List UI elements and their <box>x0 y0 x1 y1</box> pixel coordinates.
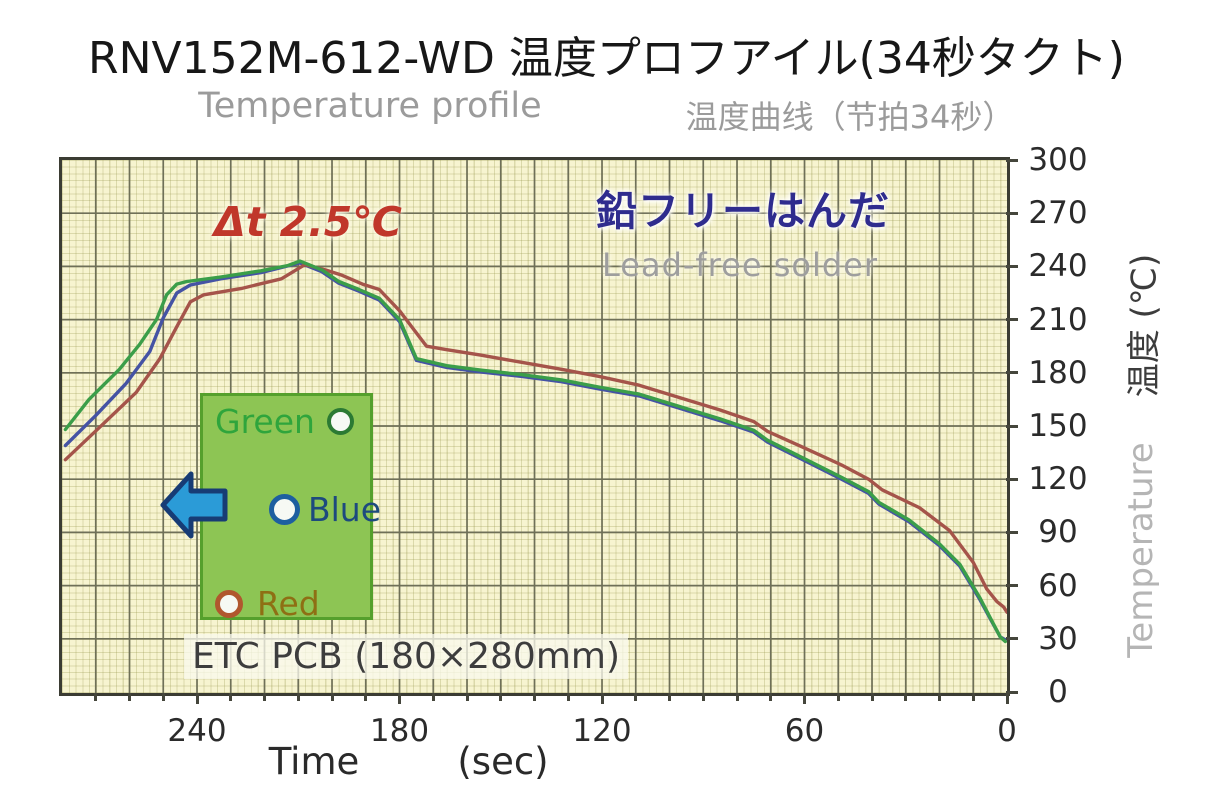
x-axis-tick <box>161 693 165 701</box>
x-axis-tick <box>296 693 300 701</box>
x-axis-tick <box>600 693 604 704</box>
subtitle-chinese: 温度曲线（节拍34秒） <box>685 98 1015 136</box>
y-axis-tick <box>1006 690 1018 694</box>
x-axis-tick-label: 60 <box>784 713 825 749</box>
y-axis-tick-label: 240 <box>1028 248 1088 285</box>
pcb-legend-box: Green Blue Red <box>200 393 381 623</box>
delta-t-annotation: Δt 2.5℃ <box>214 198 402 246</box>
red-temperature-curve <box>63 262 1007 614</box>
y-axis-tick-label: 90 <box>1038 514 1078 551</box>
x-axis-label-time: Time <box>268 740 360 783</box>
y-axis-tick <box>1006 637 1018 641</box>
legend-item-green: Green <box>215 402 354 441</box>
y-axis-tick <box>1006 318 1018 322</box>
blue-probe-point-icon <box>269 494 300 525</box>
y-axis-tick <box>1006 211 1018 215</box>
legend-label-green: Green <box>215 402 315 441</box>
pcb-size-caption: ETC PCB (180×280mm) <box>184 634 629 679</box>
legend-label-red: Red <box>257 584 320 623</box>
lead-free-solder-label-en: Lead-free solder <box>602 246 878 284</box>
y-axis-tick <box>1006 584 1018 588</box>
x-axis-tick <box>904 693 908 701</box>
x-axis-tick <box>938 693 941 701</box>
x-axis-tick <box>398 693 401 704</box>
x-axis-tick <box>803 693 806 704</box>
x-axis-tick-label: 180 <box>369 713 430 749</box>
y-axis-tick-label: 60 <box>1038 567 1078 604</box>
x-axis-tick <box>1005 693 1009 704</box>
y-axis-tick <box>1006 158 1018 162</box>
y-axis-label-en: Temperature <box>1121 442 1161 658</box>
x-axis-tick <box>128 693 131 701</box>
x-axis-tick <box>971 693 975 701</box>
legend-item-red: Red <box>215 584 320 623</box>
green-temperature-curve <box>63 259 1007 644</box>
legend-label-blue: Blue <box>308 490 382 529</box>
x-axis-tick-label: 0 <box>997 713 1017 749</box>
x-axis-unit-label: (sec) <box>457 740 549 783</box>
y-axis-tick <box>1006 477 1018 481</box>
x-axis-tick <box>465 693 469 701</box>
x-axis-tick <box>769 693 773 701</box>
page-title: RNV152M-612-WD 温度プロフアイル(34秒タクト) <box>88 33 1125 84</box>
x-axis-tick <box>499 693 503 701</box>
x-axis-tick <box>195 693 199 704</box>
x-axis-tick <box>870 693 874 701</box>
y-axis-tick <box>1006 264 1018 268</box>
y-axis-tick-label: 0 <box>1048 674 1068 710</box>
x-axis-tick <box>263 693 266 701</box>
y-axis-tick <box>1006 530 1018 534</box>
y-axis-tick-label: 180 <box>1028 354 1088 391</box>
x-axis-tick <box>431 693 435 701</box>
y-axis-tick-label: 210 <box>1028 301 1088 338</box>
x-axis-tick <box>566 693 570 701</box>
x-axis-tick <box>533 693 536 701</box>
x-axis-tick <box>836 693 840 701</box>
lead-free-solder-label-ja: 鉛フリーはんだ <box>596 187 890 235</box>
x-axis-tick <box>330 693 334 701</box>
x-axis-tick <box>364 693 368 701</box>
y-axis-tick-label: 150 <box>1028 408 1088 444</box>
red-probe-point-icon <box>215 589 243 618</box>
x-axis-tick <box>229 693 233 701</box>
y-axis-tick <box>1006 371 1018 375</box>
x-axis-tick <box>735 693 739 701</box>
y-axis-tick <box>1006 424 1018 428</box>
board-travel-direction-arrow-icon <box>160 471 228 539</box>
x-axis-tick-label: 240 <box>167 713 227 749</box>
temperature-profile-chart: Δt 2.5℃ 鉛フリーはんだ Lead-free solder Green B… <box>59 157 1010 696</box>
x-axis-tick <box>94 693 98 701</box>
x-axis-tick <box>668 693 671 701</box>
green-probe-point-icon <box>326 408 354 435</box>
y-axis-tick-label: 120 <box>1028 461 1088 498</box>
x-axis-tick <box>634 693 638 701</box>
y-axis-tick-label: 270 <box>1028 195 1088 232</box>
y-axis-tick-label: 30 <box>1038 620 1078 657</box>
x-axis-tick-label: 120 <box>572 713 632 749</box>
y-axis-tick-label: 300 <box>1028 142 1088 178</box>
x-axis-tick <box>701 693 705 701</box>
subtitle-english: Temperature profile <box>198 86 542 126</box>
legend-item-blue: Blue <box>269 490 381 529</box>
